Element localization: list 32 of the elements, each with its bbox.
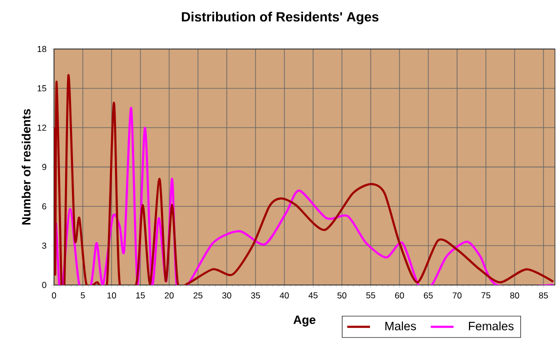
y-tick-label: 18 [38, 46, 46, 52]
x-tick-label: 50 [337, 292, 346, 298]
x-tick-label: 10 [107, 292, 116, 298]
x-tick-label: 55 [366, 292, 376, 298]
x-tick-label: 45 [308, 292, 318, 298]
x-tick-label: 40 [280, 292, 289, 298]
y-axis-title: Number of residents [22, 109, 31, 225]
line-series [54, 106, 554, 285]
y-tick-label: 9 [42, 164, 46, 170]
x-tick-label: 85 [539, 292, 548, 298]
chart-title: Distribution of Residents' Ages [182, 12, 378, 24]
x-tick-label: 15 [136, 292, 145, 298]
x-axis-title: Age [293, 316, 316, 326]
x-tick-label: 35 [251, 292, 260, 298]
x-tick-label: 70 [452, 292, 462, 298]
x-tick-label: 65 [424, 292, 433, 298]
line-series [54, 74, 554, 285]
y-tick-label: 3 [42, 242, 46, 249]
y-tick-label: 6 [42, 203, 46, 210]
x-tick-label: 0 [52, 292, 56, 298]
legend-label: Females [468, 321, 514, 330]
y-tick-label: 0 [42, 282, 46, 288]
x-tick-label: 75 [482, 292, 490, 298]
x-tick-label: 5 [80, 292, 85, 298]
x-tick-label: 20 [164, 292, 174, 298]
x-tick-label: 30 [222, 292, 232, 298]
x-tick-label: 80 [510, 292, 520, 298]
x-tick-label: 60 [395, 292, 404, 298]
y-tick-label: 15 [38, 85, 46, 92]
legend-label: Males [385, 321, 416, 330]
y-tick-label: 12 [38, 124, 46, 131]
x-tick-label: 25 [194, 292, 202, 298]
